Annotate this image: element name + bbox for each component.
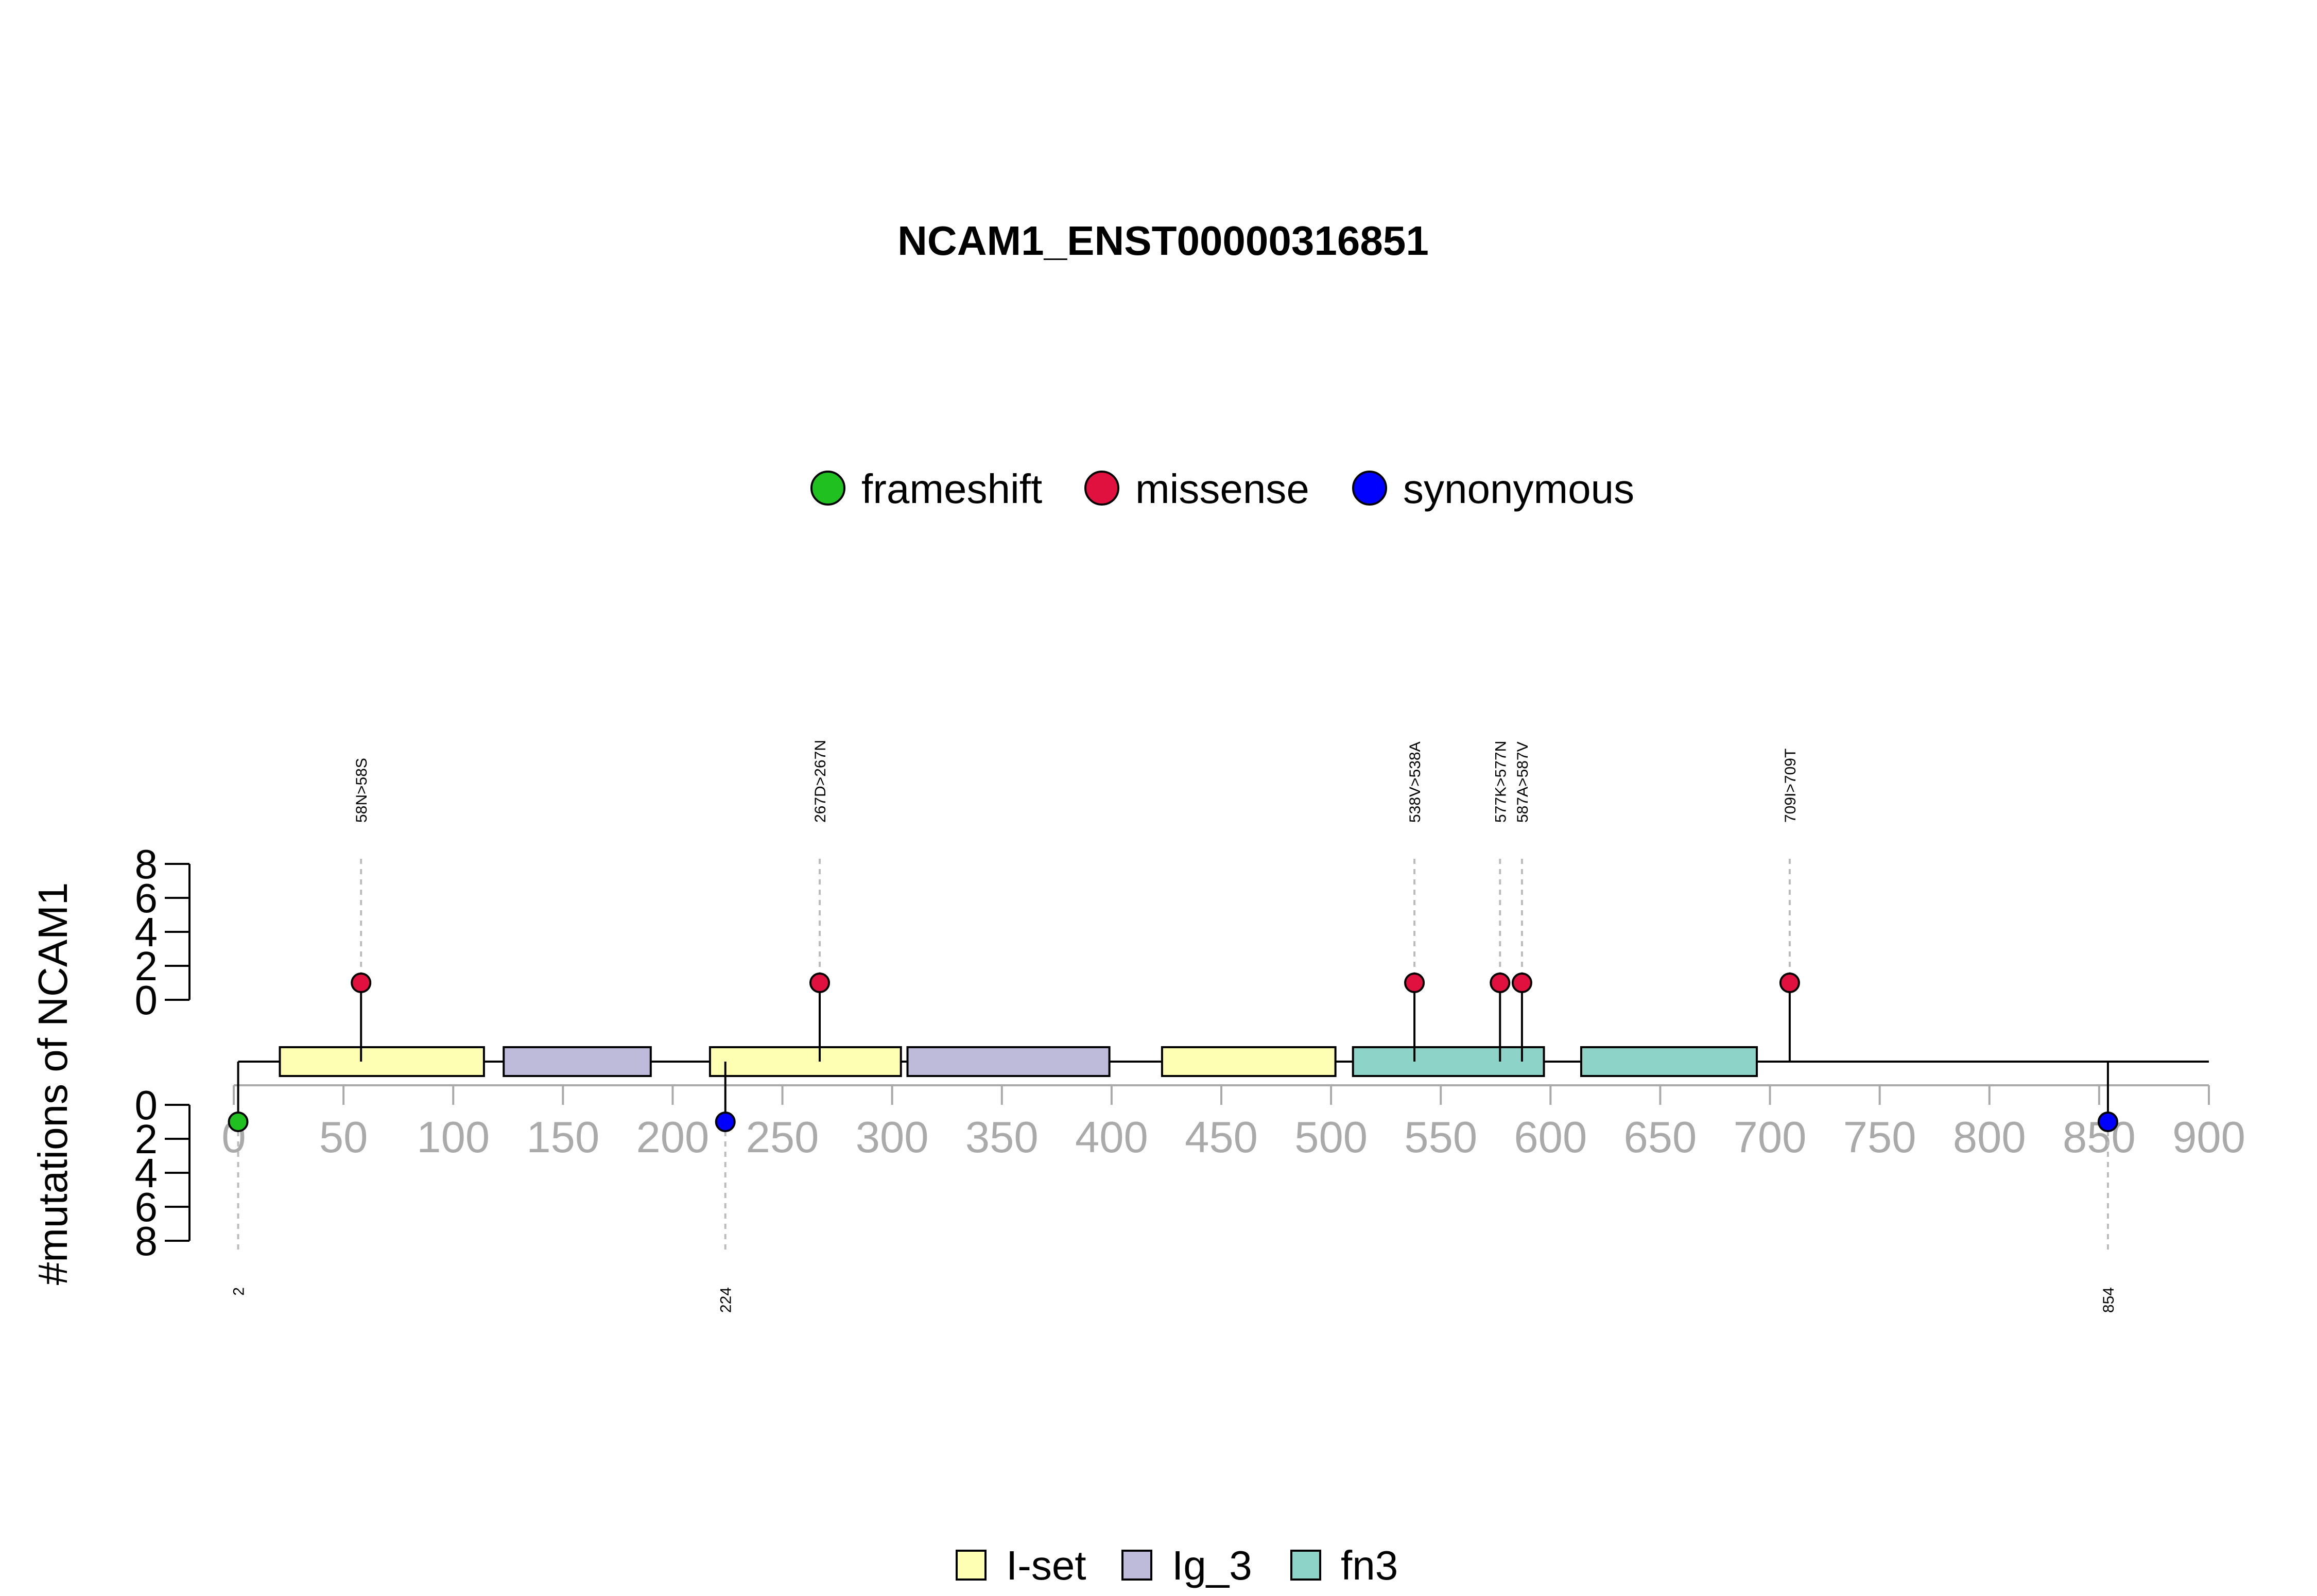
x-tick-label: 200	[636, 1113, 710, 1162]
y-tick-label: 0	[135, 1082, 158, 1128]
mutation-head	[228, 1112, 249, 1132]
domain-legend-label: fn3	[1341, 1542, 1398, 1588]
domain-legend-label: Ig_3	[1172, 1542, 1252, 1588]
domain-legend-label: I-set	[1006, 1542, 1086, 1588]
mutation-label: 709I>709T	[1782, 749, 1799, 823]
mutation-head	[2097, 1112, 2118, 1132]
x-tick-label: 500	[1294, 1113, 1368, 1162]
x-tick-label: 750	[1843, 1113, 1916, 1162]
mutation-label: 587A>587V	[1514, 741, 1531, 823]
x-tick-label: 600	[1514, 1113, 1587, 1162]
domain-box	[708, 1046, 902, 1077]
domain-box	[1580, 1046, 1758, 1077]
x-tick-label: 800	[1953, 1113, 2026, 1162]
x-tick-label: 300	[856, 1113, 929, 1162]
mutation-head	[809, 973, 831, 993]
y-tick-label: 8	[135, 841, 158, 887]
mutation-legend-swatch	[1084, 471, 1119, 506]
mutation-head	[1490, 973, 1511, 993]
x-tick-label: 150	[526, 1113, 599, 1162]
x-tick-label: 50	[319, 1113, 368, 1162]
mutation-legend-label: synonymous	[1403, 466, 1634, 512]
y-tick-label: 2	[135, 943, 158, 989]
x-tick-label: 250	[746, 1113, 819, 1162]
x-tick-label: 100	[417, 1113, 490, 1162]
chart-title: NCAM1_ENST00000316851	[897, 218, 1429, 264]
x-tick-label: 550	[1404, 1113, 1477, 1162]
y-tick-label: 2	[135, 1116, 158, 1162]
domain-box	[1352, 1046, 1545, 1077]
mutation-label: 267D>267N	[812, 740, 829, 823]
domain-box	[1161, 1046, 1337, 1077]
plot-area: 0 50 100 150 200 250 300 350 400 450 500 550 600 650 7…	[135, 740, 2245, 1313]
x-tick-label: 400	[1075, 1113, 1148, 1162]
mutation-label: 854	[2100, 1287, 2117, 1313]
mutation-label: 224	[718, 1287, 735, 1313]
domain-box	[503, 1046, 652, 1077]
mutation-head	[1779, 973, 1800, 993]
y-tick-label: 8	[135, 1218, 158, 1264]
mutation-label: 577K>577N	[1492, 741, 1509, 823]
domain-legend: I-set Ig_3 fn3	[956, 1542, 1398, 1588]
mutation-legend-label: frameshift	[861, 466, 1042, 512]
mutation-head	[715, 1112, 736, 1132]
domain-box	[906, 1046, 1111, 1077]
x-tick-label: 900	[2172, 1113, 2245, 1162]
y-tick-label: 4	[135, 1150, 158, 1196]
x-tick-label: 650	[1624, 1113, 1697, 1162]
domain-legend-swatch	[1121, 1550, 1152, 1581]
domain-legend-swatch	[1290, 1550, 1321, 1581]
domain-box	[279, 1046, 485, 1077]
mutation-head	[1404, 973, 1425, 993]
mutation-label: 538V>538A	[1407, 741, 1424, 823]
mutation-head	[1511, 973, 1532, 993]
mutation-head	[351, 973, 372, 993]
y-tick-label: 4	[135, 909, 158, 955]
x-tick-label: 450	[1185, 1113, 1258, 1162]
y-tick-label: 6	[135, 875, 158, 921]
mutation-legend: frameshift missense synonymous	[810, 466, 1634, 512]
x-tick-label: 700	[1734, 1113, 1807, 1162]
mutation-legend-label: missense	[1135, 466, 1309, 512]
domain-legend-swatch	[956, 1550, 987, 1581]
x-tick-label: 350	[965, 1113, 1039, 1162]
mutation-legend-swatch	[1352, 471, 1387, 506]
mutation-legend-swatch	[810, 471, 845, 506]
y-tick-label: 0	[135, 977, 158, 1023]
y-axis-label: #mutations of NCAM1	[30, 882, 76, 1286]
mutation-label: 58N>58S	[353, 758, 370, 823]
mutation-label: 2	[231, 1287, 248, 1296]
y-tick-label: 6	[135, 1184, 158, 1230]
